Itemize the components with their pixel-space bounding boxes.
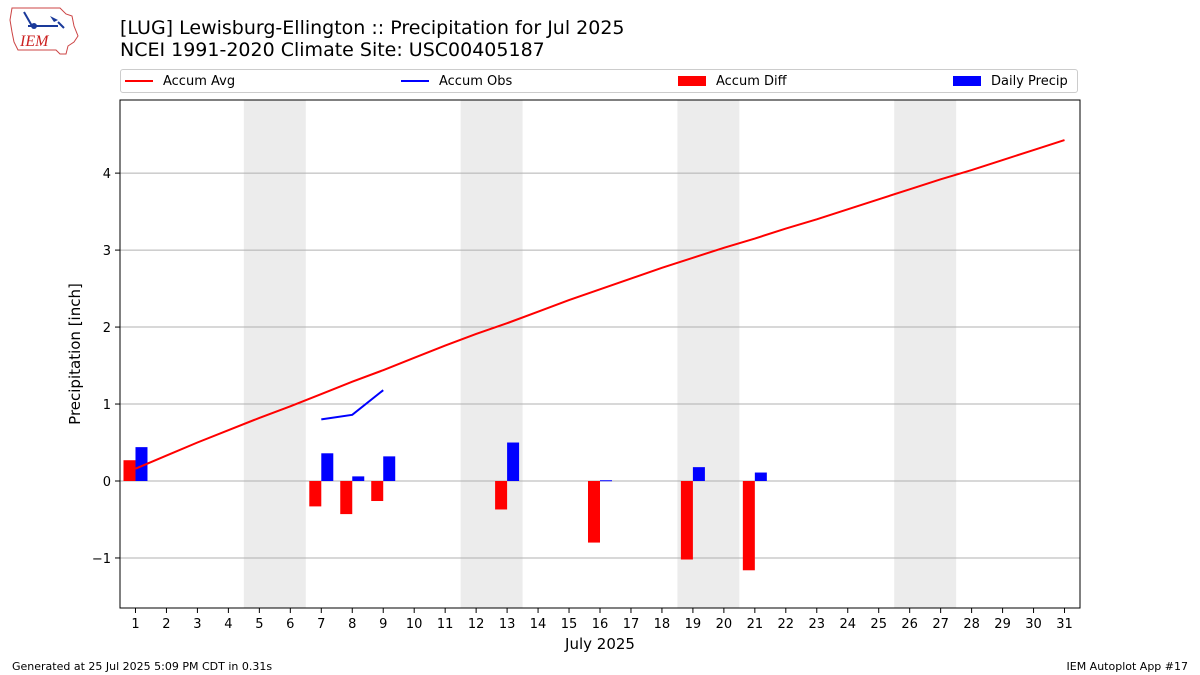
x-tick-label-30: 30 [1025,617,1042,632]
y-tick-label-2: 2 [103,321,111,336]
chart-legend: Accum Avg Accum Obs Accum Diff Daily Pre… [120,69,1078,93]
weekend-band-1 [243,100,306,608]
x-tick-label-17: 17 [623,617,640,632]
x-tick-label-21: 21 [747,617,764,632]
legend-swatch-accum-obs [401,79,429,82]
legend-item-accum-avg: Accum Avg [125,73,235,91]
legend-label-accum-diff: Accum Diff [716,74,787,89]
y-tick-label-0: 0 [103,475,111,490]
x-tick-label-7: 7 [317,617,325,632]
bar-accum-diff-day-13 [495,481,508,510]
x-tick-label-23: 23 [809,617,826,632]
chart-title: [LUG] Lewisburg-Ellington :: Precipitati… [120,17,625,39]
bar-daily-precip-day-16 [600,480,612,482]
bar-accum-diff-day-7 [309,481,322,507]
legend-item-accum-diff: Accum Diff [678,73,787,91]
x-tick-label-4: 4 [224,617,232,632]
x-tick-label-8: 8 [348,617,356,632]
x-tick-label-14: 14 [530,617,547,632]
x-tick-label-29: 29 [994,617,1011,632]
bar-daily-precip-day-1 [135,447,148,481]
legend-item-daily-precip: Daily Precip [953,73,1068,91]
legend-label-accum-obs: Accum Obs [439,74,513,89]
weekend-band-2 [460,100,523,608]
x-tick-label-27: 27 [932,617,949,632]
y-axis-label: Precipitation [inch] [66,283,84,425]
x-tick-label-3: 3 [193,617,201,632]
x-tick-label-28: 28 [963,617,980,632]
x-tick-label-10: 10 [406,617,423,632]
x-tick-label-20: 20 [716,617,733,632]
y-tick-label-4: 4 [103,167,111,182]
footer-app: IEM Autoplot App #17 [1066,660,1189,673]
weekend-band-4 [894,100,957,608]
bar-accum-diff-day-16 [588,481,600,543]
bar-accum-diff-day-19 [680,481,693,560]
x-tick-label-13: 13 [499,617,516,632]
bar-daily-precip-day-9 [383,456,396,481]
bar-daily-precip-day-13 [507,442,520,481]
x-tick-label-12: 12 [468,617,485,632]
x-tick-label-22: 22 [778,617,795,632]
bar-daily-precip-day-19 [692,467,705,481]
chart-subtitle: NCEI 1991-2020 Climate Site: USC00405187 [120,39,545,61]
x-tick-label-15: 15 [561,617,578,632]
iem-logo-text: IEM [19,33,50,50]
iem-logo: IEM [9,7,79,55]
x-tick-label-2: 2 [162,617,170,632]
x-tick-label-11: 11 [437,617,454,632]
bar-accum-diff-day-21 [742,481,755,571]
legend-swatch-accum-diff [678,75,706,86]
bar-daily-precip-day-21 [754,472,767,481]
x-tick-label-19: 19 [685,617,702,632]
y-tick-label-3: 3 [103,244,111,259]
y-tick-label--1: −1 [92,552,111,567]
x-tick-label-26: 26 [901,617,918,632]
line-accum-obs [321,389,384,421]
x-tick-label-1: 1 [131,617,139,632]
line-accum-avg [135,139,1065,470]
bar-accum-diff-day-9 [371,481,384,502]
x-tick-label-24: 24 [839,617,856,632]
bar-daily-precip-day-7 [321,453,334,481]
x-tick-label-31: 31 [1056,617,1073,632]
x-tick-label-25: 25 [870,617,887,632]
x-tick-label-18: 18 [654,617,671,632]
legend-item-accum-obs: Accum Obs [401,73,512,91]
x-axis-label: July 2025 [564,635,635,653]
bar-daily-precip-day-8 [352,476,365,481]
x-tick-label-9: 9 [379,617,387,632]
bar-accum-diff-day-8 [340,481,353,515]
legend-label-daily-precip: Daily Precip [991,74,1068,89]
legend-label-accum-avg: Accum Avg [163,74,236,89]
x-tick-label-6: 6 [286,617,294,632]
x-tick-label-16: 16 [592,617,609,632]
bar-accum-diff-day-1 [123,460,136,481]
legend-swatch-daily-precip [953,75,981,86]
footer-generated: Generated at 25 Jul 2025 5:09 PM CDT in … [12,660,273,673]
legend-swatch-accum-avg [125,79,153,82]
x-tick-label-5: 5 [255,617,263,632]
y-tick-label-1: 1 [103,398,111,413]
